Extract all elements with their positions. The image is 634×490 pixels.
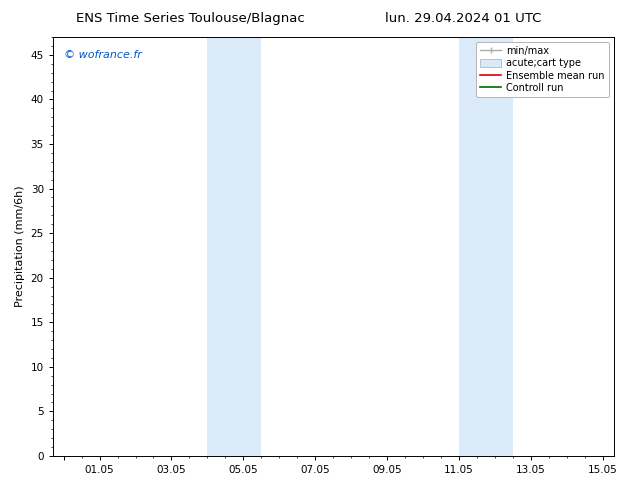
Y-axis label: Precipitation (mm/6h): Precipitation (mm/6h) xyxy=(15,186,25,307)
Text: ENS Time Series Toulouse/Blagnac: ENS Time Series Toulouse/Blagnac xyxy=(76,12,304,25)
Text: © wofrance.fr: © wofrance.fr xyxy=(64,49,142,60)
Text: lun. 29.04.2024 01 UTC: lun. 29.04.2024 01 UTC xyxy=(385,12,541,25)
Legend: min/max, acute;cart type, Ensemble mean run, Controll run: min/max, acute;cart type, Ensemble mean … xyxy=(476,42,609,97)
Bar xyxy=(459,37,513,456)
Bar xyxy=(207,37,261,456)
